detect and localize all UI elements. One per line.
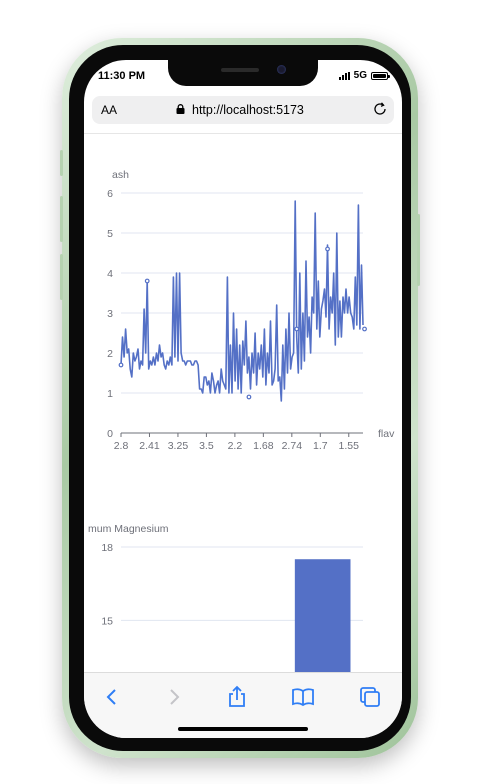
x-tick-label: 1.7 [313, 440, 328, 452]
camera [277, 65, 286, 74]
x-axis-label: flav [378, 428, 395, 440]
back-icon[interactable] [100, 685, 124, 709]
y-tick-label: 0 [107, 428, 113, 440]
data-point [246, 394, 252, 400]
y-tick-label: 4 [107, 268, 113, 280]
y-tick-label: 18 [101, 542, 113, 554]
y-tick-label: 3 [107, 308, 113, 320]
y-tick-label: 5 [107, 228, 113, 240]
share-icon[interactable] [225, 685, 249, 709]
data-point [294, 326, 300, 332]
tabs-icon[interactable] [358, 685, 382, 709]
y-tick-label: 1 [107, 388, 113, 400]
x-tick-label: 2.8 [114, 440, 129, 452]
data-point [118, 362, 124, 368]
battery-icon [371, 71, 390, 80]
data-point [325, 246, 330, 252]
reload-icon[interactable] [372, 101, 388, 117]
side-button [417, 214, 420, 286]
y-axis-label: ash [112, 169, 129, 181]
y-axis-label: mum Magnesium [88, 523, 169, 535]
browser-toolbar [84, 672, 402, 738]
url-text[interactable]: http://localhost:5173 [192, 103, 304, 117]
data-point [362, 326, 367, 332]
status-time: 11:30 PM [98, 70, 146, 82]
ash-series-line [120, 200, 364, 402]
side-button [60, 196, 63, 242]
home-indicator [178, 727, 308, 731]
signal-icon [338, 71, 350, 80]
lock-icon [176, 104, 185, 114]
y-tick-label: 2 [107, 348, 113, 360]
charts-svg: 0 1 2 3 4 5 6 ash flav 2.8 2.41 3.25 3.5 2.2 1.68 2.74 1… [88, 169, 395, 738]
line-chart: 0 1 2 3 4 5 6 ash flav 2.8 2.41 3.25 3.5 2.2 1.68 2.74 1… [107, 169, 395, 452]
x-tick-label: 2.41 [139, 440, 160, 452]
data-point [144, 278, 150, 284]
side-button [60, 254, 63, 300]
y-tick-label: 6 [107, 188, 113, 200]
x-tick-label: 2.74 [282, 440, 303, 452]
bookmarks-icon[interactable] [291, 685, 315, 709]
forward-icon[interactable] [162, 685, 186, 709]
bar-chart: 9121518mum Magnesium [88, 523, 363, 738]
side-button [60, 150, 63, 176]
x-tick-label: 1.68 [253, 440, 274, 452]
x-tick-label: 3.25 [168, 440, 189, 452]
status-indicators: 5G [338, 70, 390, 81]
chart-area: 0 1 2 3 4 5 6 ash flav 2.8 2.41 3.25 3.5 2.2 1.68 2.74 1… [84, 134, 402, 738]
network-label: 5G [353, 70, 367, 81]
x-tick-label: 1.55 [339, 440, 360, 452]
screen: 11:30 PM 5G AA http://localhost:5173 0 1 2… [84, 60, 402, 738]
bar [294, 559, 351, 738]
x-tick-label: 2.2 [228, 440, 243, 452]
address-bar[interactable]: AA http://localhost:5173 [92, 96, 394, 124]
page-divider [84, 133, 402, 134]
speaker [221, 68, 259, 72]
notch [168, 60, 318, 86]
y-tick-label: 15 [101, 615, 113, 627]
text-size-button[interactable]: AA [101, 103, 118, 117]
x-tick-label: 3.5 [199, 440, 214, 452]
